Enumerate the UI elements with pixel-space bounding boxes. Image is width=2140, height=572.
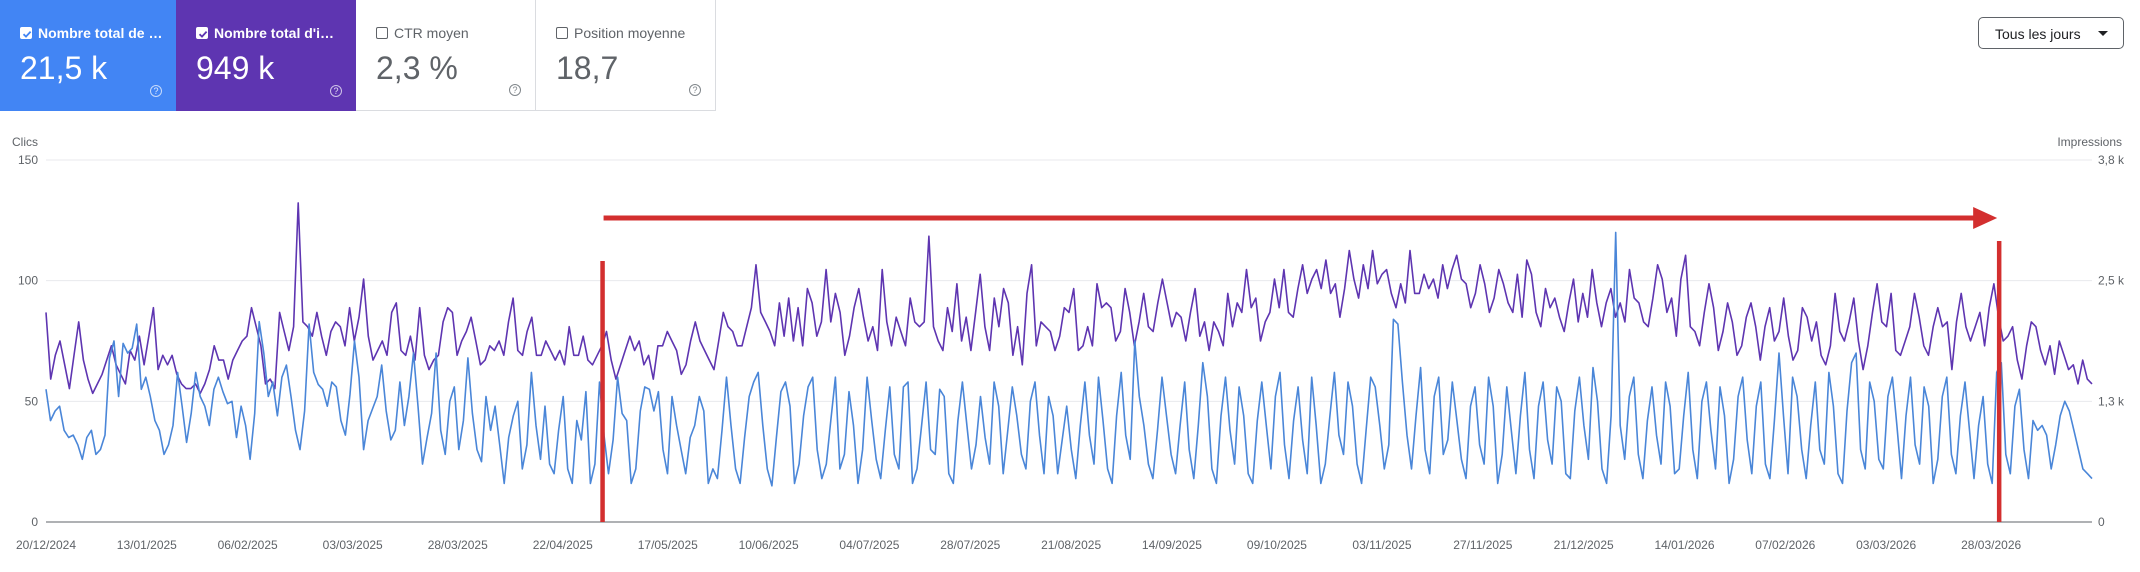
grid-lines — [46, 159, 2092, 523]
metric-card-impressions[interactable]: Nombre total d'im... 949 k ? — [176, 0, 356, 111]
caret-down-icon — [2098, 31, 2108, 36]
metric-label: Position moyenne — [574, 25, 686, 41]
help-icon[interactable]: ? — [330, 85, 342, 97]
metric-label: Nombre total d'im... — [214, 25, 339, 41]
x-tick-label: 14/09/2025 — [1142, 538, 1202, 552]
right-tick-label: 3,8 k — [2098, 153, 2125, 167]
annotations — [600, 207, 2002, 522]
left-tick-label: 150 — [18, 153, 38, 167]
x-tick-label: 06/02/2025 — [218, 538, 278, 552]
x-tick-label: 03/03/2026 — [1856, 538, 1916, 552]
dropdown-label: Tous les jours — [1995, 26, 2081, 42]
metric-cards: Nombre total de c... 21,5 k ? Nombre tot… — [0, 0, 716, 112]
right-axis-ticks: 3,8 k 2,5 k 1,3 k 0 — [2098, 153, 2125, 529]
x-tick-label: 28/03/2025 — [428, 538, 488, 552]
left-tick-label: 100 — [18, 274, 38, 288]
x-tick-label: 03/11/2025 — [1352, 538, 1411, 552]
clicks-line — [45, 231, 2093, 487]
x-tick-label: 04/07/2025 — [839, 538, 899, 552]
right-tick-label: 1,3 k — [2098, 394, 2125, 408]
metric-label: Nombre total de c... — [38, 25, 163, 41]
right-tick-label: 2,5 k — [2098, 274, 2125, 288]
metric-value: 2,3 % — [376, 50, 458, 86]
checkbox-unchecked-icon[interactable] — [556, 27, 568, 39]
x-tick-label: 14/01/2026 — [1654, 538, 1714, 552]
x-tick-label: 22/04/2025 — [533, 538, 593, 552]
x-tick-label: 09/10/2025 — [1247, 538, 1307, 552]
metric-value: 18,7 — [556, 50, 619, 86]
checkbox-unchecked-icon[interactable] — [376, 27, 388, 39]
left-tick-label: 0 — [31, 515, 38, 529]
metric-value: 21,5 k — [20, 50, 108, 86]
help-icon[interactable]: ? — [509, 84, 521, 96]
x-tick-label: 27/11/2025 — [1453, 538, 1512, 552]
series-lines — [45, 202, 2093, 487]
x-axis-ticks: 20/12/2024 13/01/2025 06/02/2025 03/03/2025… — [16, 538, 2022, 552]
metric-card-position[interactable]: Position moyenne 18,7 ? — [536, 0, 716, 111]
x-tick-label: 13/01/2025 — [117, 538, 177, 552]
checkbox-checked-icon[interactable] — [20, 27, 32, 39]
checkbox-checked-icon[interactable] — [196, 27, 208, 39]
arrow-head-icon — [1973, 207, 1998, 229]
left-axis-ticks: 150 100 50 0 — [18, 153, 38, 529]
performance-chart: Clics Impressions 150 100 50 0 3,8 k 2,5 k 1,… — [12, 135, 2125, 552]
left-axis-label: Clics — [12, 135, 38, 149]
metric-value: 949 k — [196, 50, 275, 86]
x-tick-label: 28/07/2025 — [940, 538, 1000, 552]
x-tick-label: 28/03/2026 — [1961, 538, 2021, 552]
x-tick-label: 17/05/2025 — [638, 538, 698, 552]
x-tick-label: 21/08/2025 — [1041, 538, 1101, 552]
x-tick-label: 07/02/2026 — [1755, 538, 1815, 552]
right-tick-label: 0 — [2098, 515, 2105, 529]
x-tick-label: 10/06/2025 — [739, 538, 799, 552]
impressions-line — [45, 202, 2093, 395]
x-tick-label: 03/03/2025 — [323, 538, 383, 552]
left-tick-label: 50 — [25, 394, 39, 408]
x-tick-label: 21/12/2025 — [1554, 538, 1614, 552]
metric-card-ctr[interactable]: CTR moyen 2,3 % ? — [356, 0, 536, 111]
right-axis-label: Impressions — [2057, 135, 2122, 149]
granularity-dropdown[interactable]: Tous les jours — [1978, 17, 2124, 49]
help-icon[interactable]: ? — [689, 84, 701, 96]
help-icon[interactable]: ? — [150, 85, 162, 97]
metric-label: CTR moyen — [394, 25, 469, 41]
x-tick-label: 20/12/2024 — [16, 538, 76, 552]
metric-card-clicks[interactable]: Nombre total de c... 21,5 k ? — [0, 0, 176, 111]
